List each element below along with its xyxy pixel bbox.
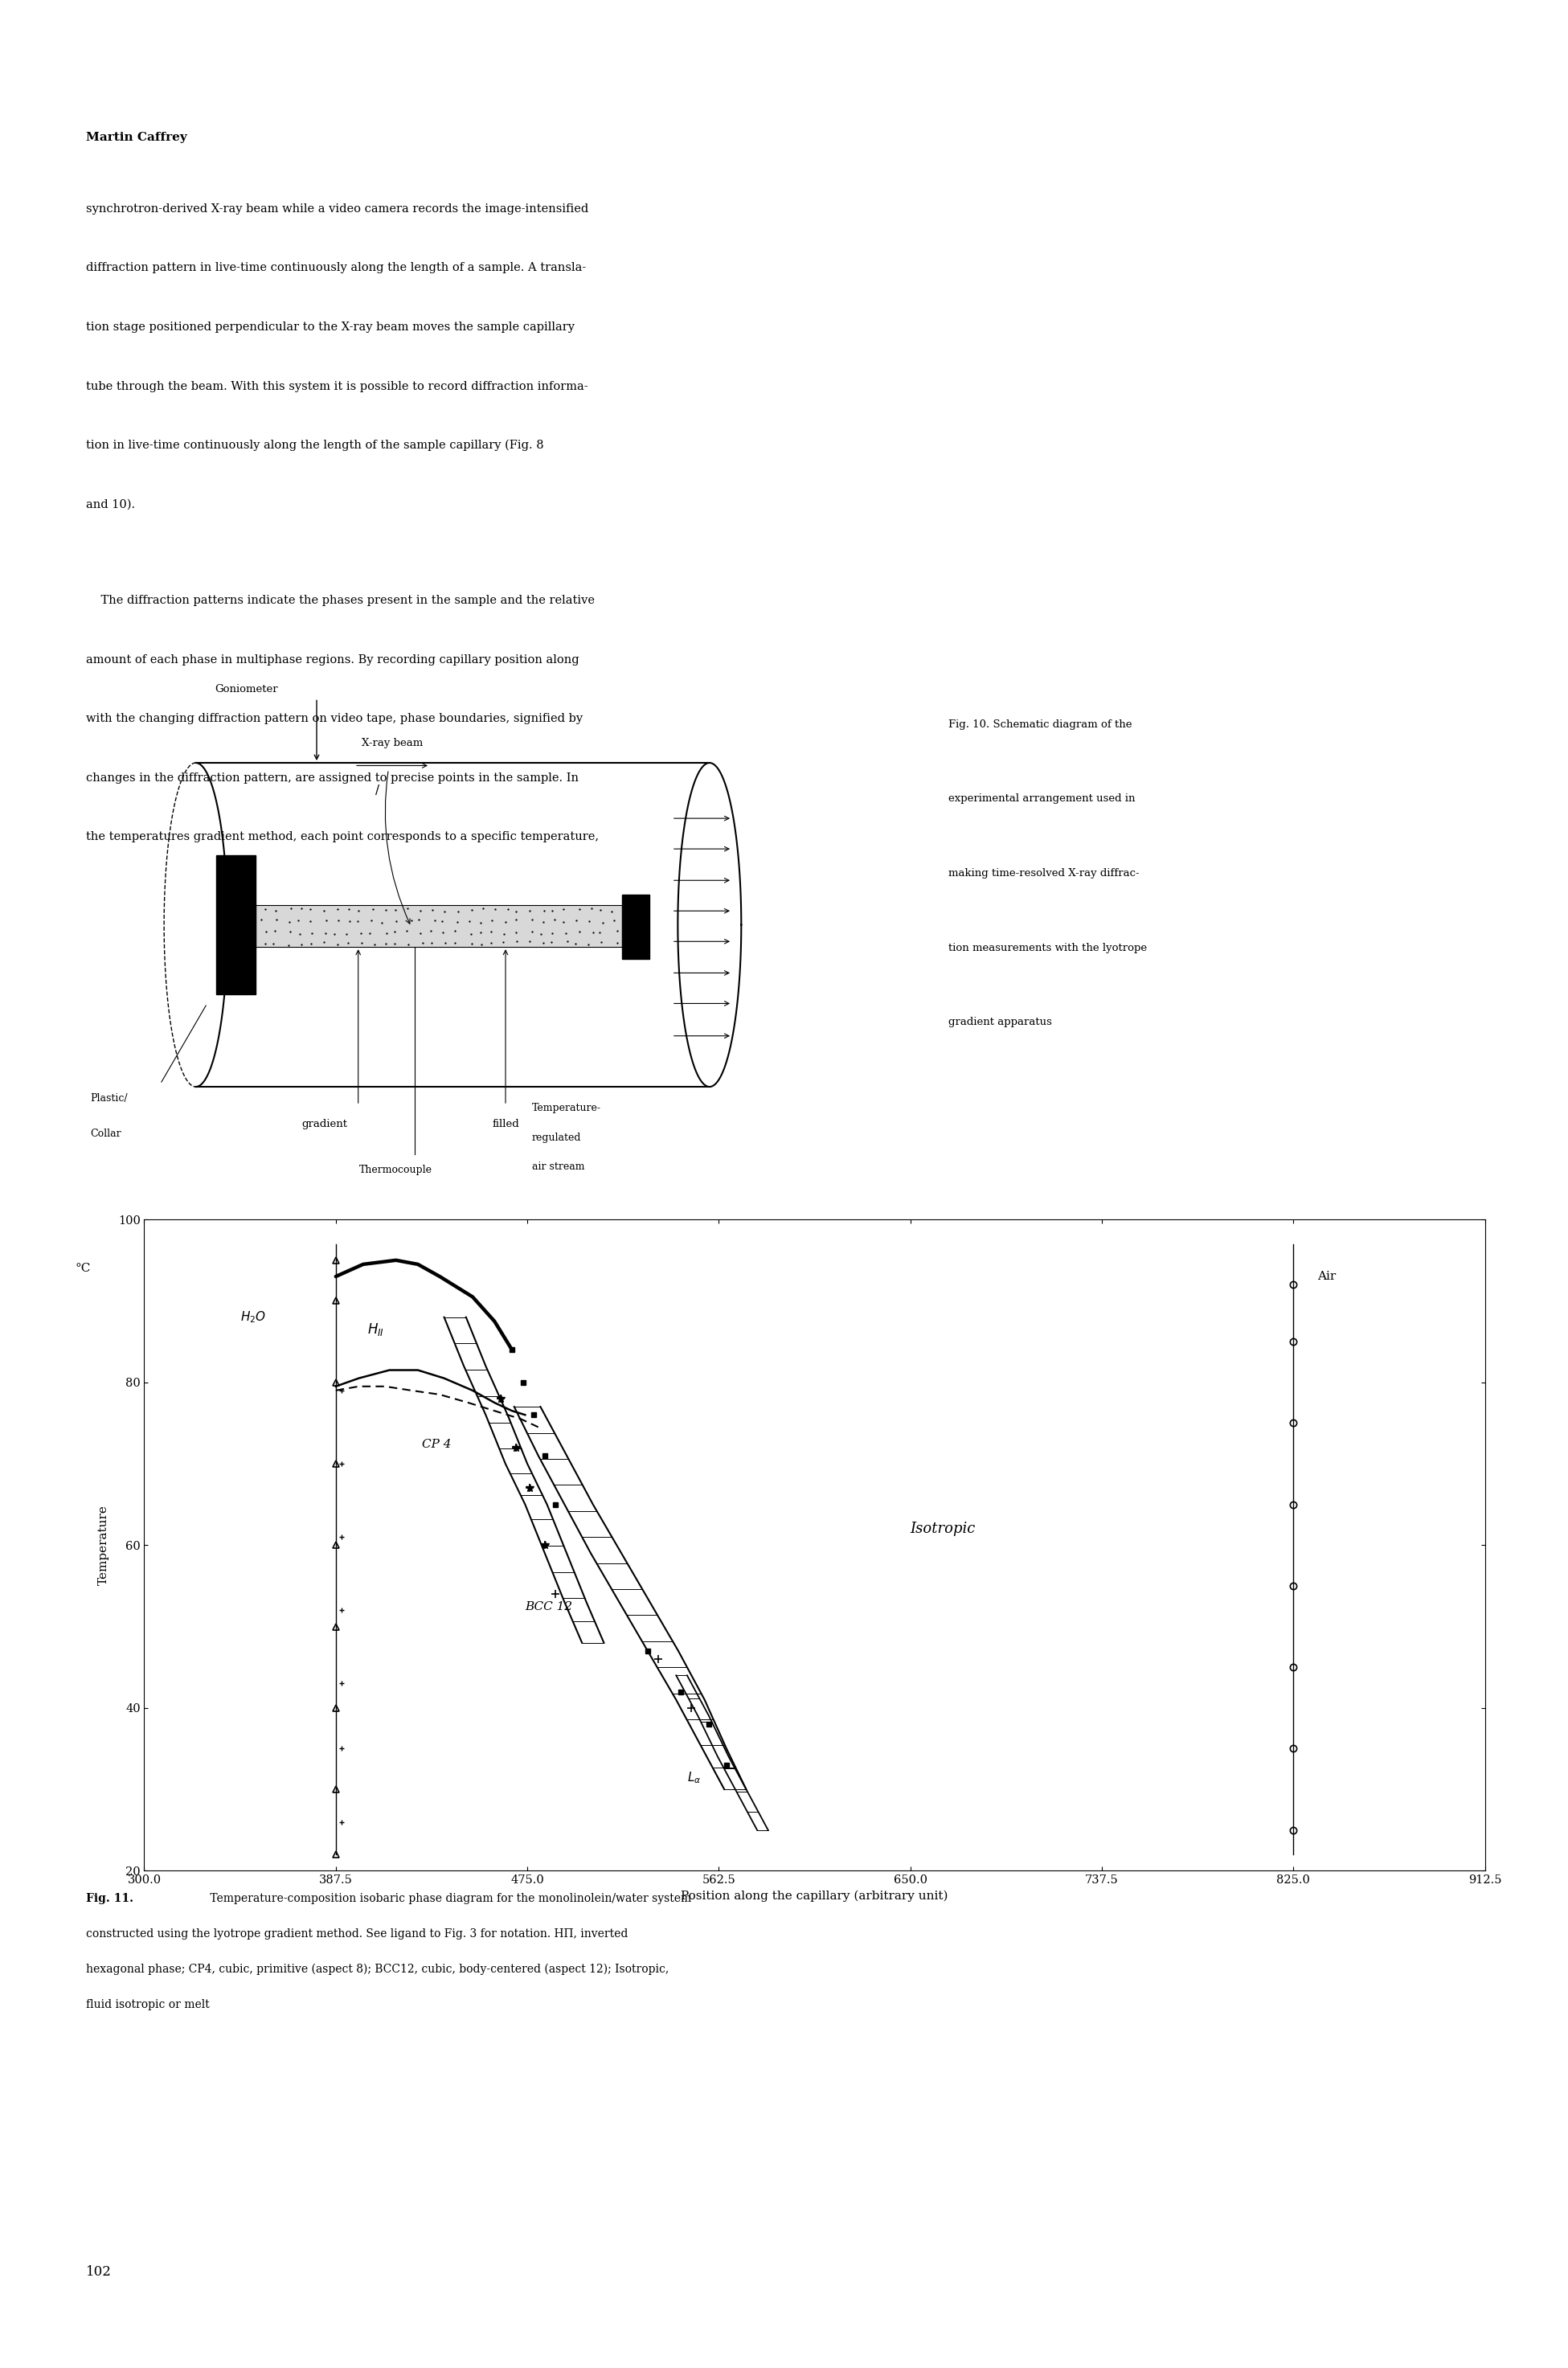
Bar <box>256 905 622 947</box>
Text: with the changing diffraction pattern on video tape, phase boundaries, signified: with the changing diffraction pattern on… <box>86 713 583 725</box>
Text: Collar: Collar <box>89 1130 121 1139</box>
Bar <box>216 855 256 995</box>
Text: gradient: gradient <box>301 1118 347 1130</box>
Text: air stream: air stream <box>532 1163 585 1172</box>
Text: Thermocouple: Thermocouple <box>359 1165 433 1175</box>
Text: The diffraction patterns indicate the phases present in the sample and the relat: The diffraction patterns indicate the ph… <box>86 594 594 606</box>
Text: and 10).: and 10). <box>86 500 135 509</box>
Text: tion stage positioned perpendicular to the X-ray beam moves the sample capillary: tion stage positioned perpendicular to t… <box>86 322 575 334</box>
Y-axis label: Temperature: Temperature <box>97 1506 110 1584</box>
Text: CP 4: CP 4 <box>422 1440 452 1449</box>
Text: Fig. 11.: Fig. 11. <box>86 1892 133 1904</box>
Text: /: / <box>375 784 379 796</box>
Text: regulated: regulated <box>532 1132 582 1144</box>
Text: gradient apparatus: gradient apparatus <box>949 1018 1052 1028</box>
Text: Isotropic: Isotropic <box>911 1523 975 1537</box>
Text: °C: °C <box>75 1262 91 1274</box>
Text: tion measurements with the lyotrope: tion measurements with the lyotrope <box>949 942 1148 952</box>
Text: X-ray beam: X-ray beam <box>362 739 423 748</box>
Text: changes in the diffraction pattern, are assigned to precise points in the sample: changes in the diffraction pattern, are … <box>86 772 579 784</box>
Text: filled: filled <box>492 1118 519 1130</box>
Text: Temperature-composition isobaric phase diagram for the monolinolein/water system: Temperature-composition isobaric phase d… <box>207 1892 691 1904</box>
Text: experimental arrangement used in: experimental arrangement used in <box>949 793 1135 805</box>
Text: Air: Air <box>1317 1272 1336 1281</box>
Text: Goniometer: Goniometer <box>215 684 278 694</box>
Text: Martin Caffrey: Martin Caffrey <box>86 133 187 142</box>
Text: Plastic/: Plastic/ <box>89 1094 127 1103</box>
Text: Temperature-: Temperature- <box>532 1103 601 1113</box>
Text: Fig. 10. Schematic diagram of the: Fig. 10. Schematic diagram of the <box>949 720 1132 729</box>
Text: diffraction pattern in live-time continuously along the length of a sample. A tr: diffraction pattern in live-time continu… <box>86 263 586 275</box>
Text: $L_{\alpha}$: $L_{\alpha}$ <box>687 1769 701 1785</box>
Bar <box>622 895 649 959</box>
Polygon shape <box>677 762 742 1087</box>
Text: fluid isotropic or melt: fluid isotropic or melt <box>86 1999 210 2010</box>
Text: making time-resolved X-ray diffrac-: making time-resolved X-ray diffrac- <box>949 869 1140 879</box>
Text: tion in live-time continuously along the length of the sample capillary (Fig. 8: tion in live-time continuously along the… <box>86 440 544 452</box>
Text: constructed using the lyotrope gradient method. See ligand to Fig. 3 for notatio: constructed using the lyotrope gradient … <box>86 1928 629 1939</box>
Text: amount of each phase in multiphase regions. By recording capillary position alon: amount of each phase in multiphase regio… <box>86 654 580 665</box>
Text: $H_{II}$: $H_{II}$ <box>367 1321 384 1338</box>
Text: the temperatures gradient method, each point corresponds to a specific temperatu: the temperatures gradient method, each p… <box>86 831 599 843</box>
Text: hexagonal phase; CP4, cubic, primitive (aspect 8); BCC12, cubic, body-centered (: hexagonal phase; CP4, cubic, primitive (… <box>86 1963 670 1975</box>
Text: BCC 12: BCC 12 <box>525 1601 572 1613</box>
Text: tube through the beam. With this system it is possible to record diffraction inf: tube through the beam. With this system … <box>86 381 588 391</box>
Text: synchrotron-derived X-ray beam while a video camera records the image-intensifie: synchrotron-derived X-ray beam while a v… <box>86 204 588 215</box>
Text: $H_2O$: $H_2O$ <box>240 1310 267 1324</box>
X-axis label: Position along the capillary (arbitrary unit): Position along the capillary (arbitrary … <box>681 1890 949 1902</box>
Text: 102: 102 <box>86 2266 111 2278</box>
